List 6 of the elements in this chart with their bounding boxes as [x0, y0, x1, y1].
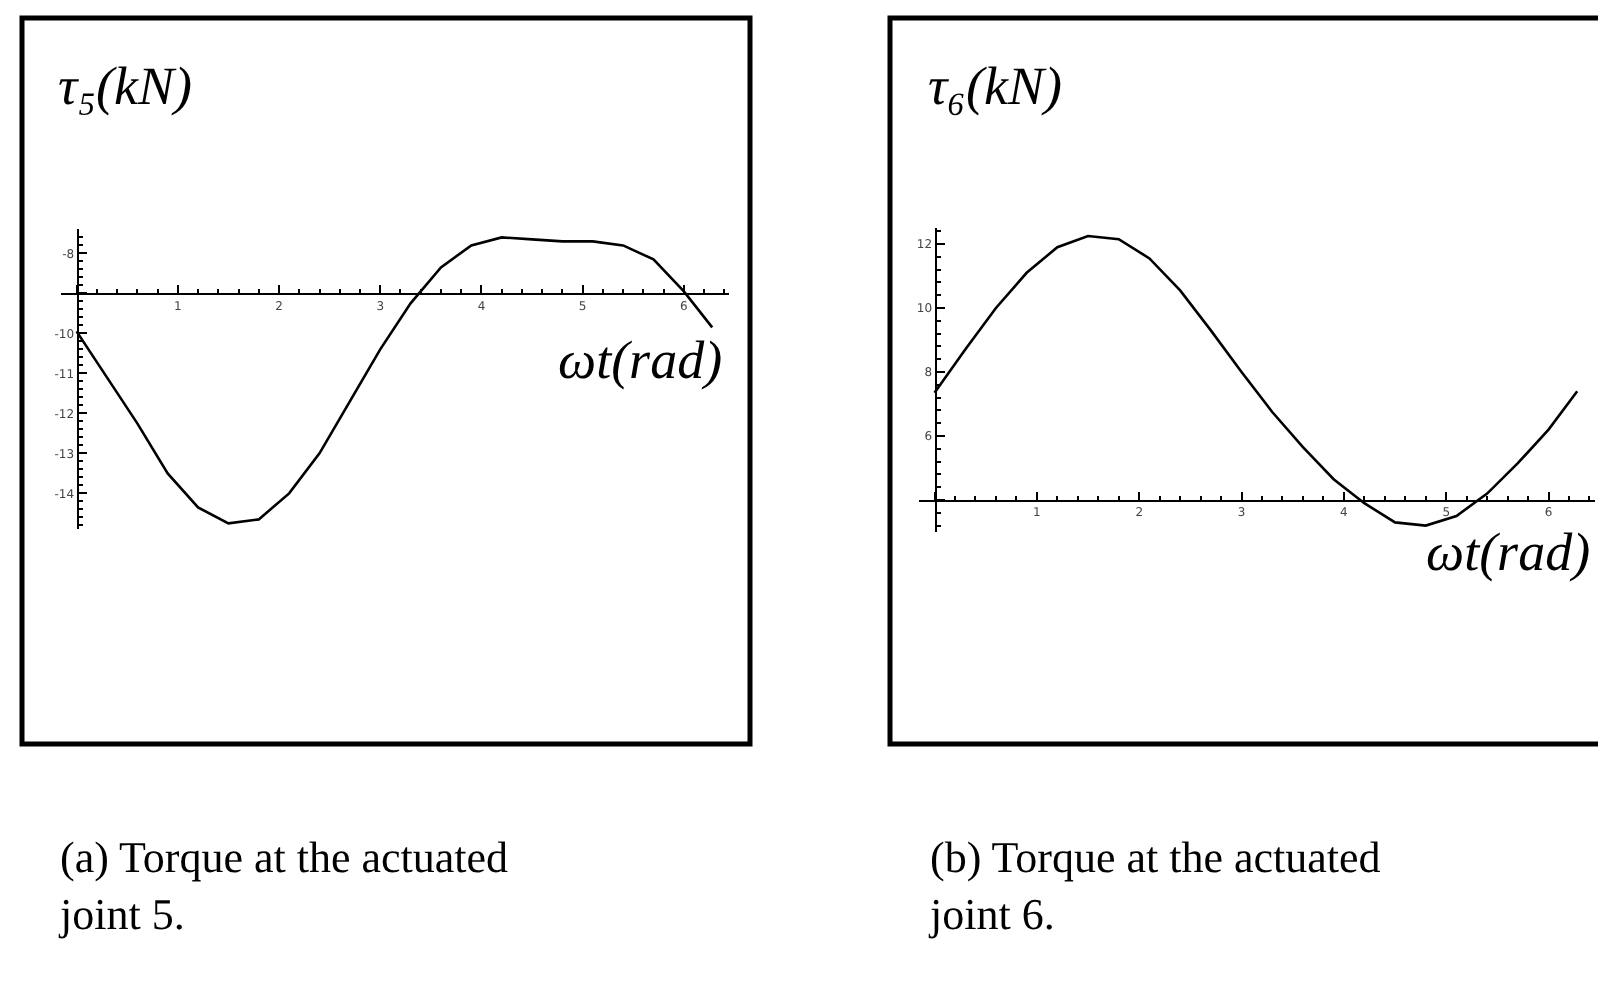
- x-axis-title: ωt(rad): [558, 330, 723, 390]
- x-axis-title: ωt(rad): [1426, 522, 1591, 582]
- y-axis-title: τ₆(kN): [928, 56, 1063, 116]
- text: (b) Torque at the actuated joint 6.: [928, 832, 1381, 940]
- text: (a) Torque at the actuated joint 5.: [58, 832, 509, 940]
- y-axis-title: τ₅(kN): [58, 56, 193, 116]
